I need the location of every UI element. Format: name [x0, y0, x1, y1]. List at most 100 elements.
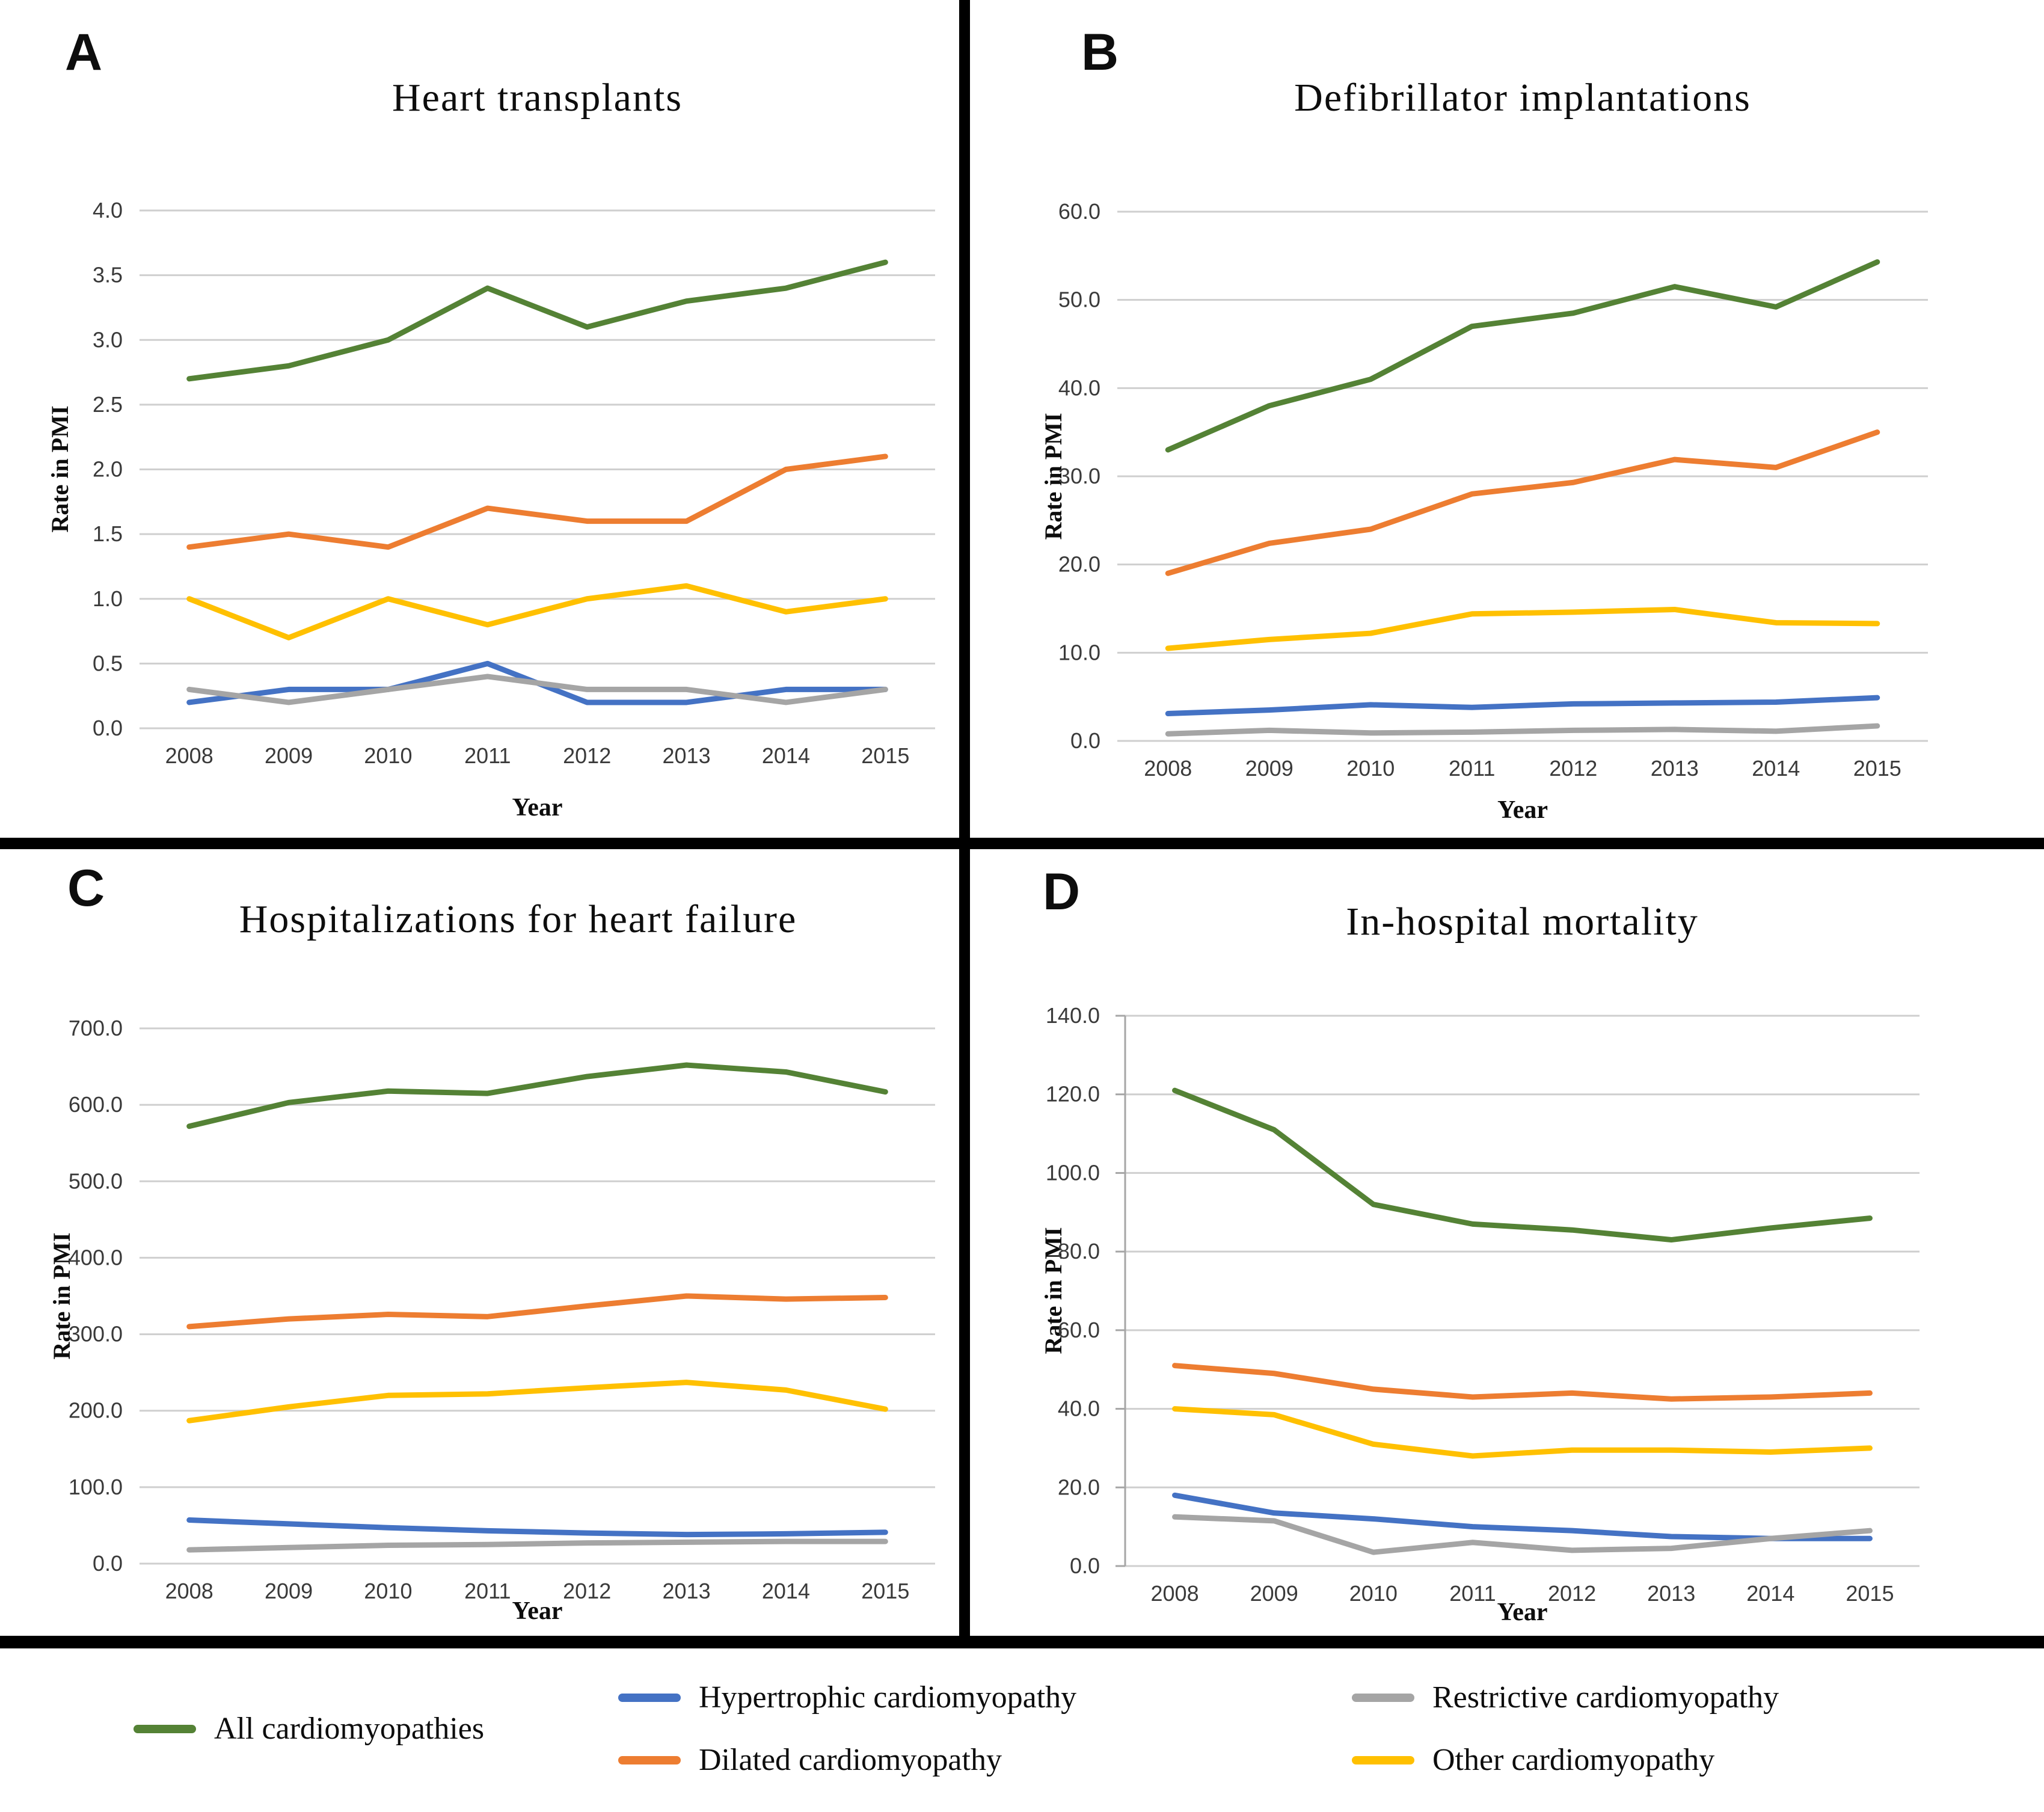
svg-text:2014: 2014 — [1752, 756, 1800, 781]
horizontal-divider — [0, 838, 2044, 849]
svg-text:2011: 2011 — [1449, 756, 1495, 781]
in-hospital-mortality-line-chart: 0.0 20.0 40.0 60.0 80.0 100.0 120.0 140.0 2008 20… — [1046, 1003, 1920, 1606]
svg-text:2010: 2010 — [1349, 1581, 1398, 1606]
legend-label: Dilated cardiomyopathy — [699, 1743, 1002, 1777]
panel-letter-d: D — [1043, 863, 1081, 921]
svg-text:2015: 2015 — [1846, 1581, 1894, 1606]
svg-text:2013: 2013 — [663, 743, 711, 768]
legend: All cardiomyopathies Hypertrophic cardio… — [0, 1648, 2044, 1812]
panel-b-x-axis-label: Year — [1497, 796, 1548, 824]
panel-b-title: Defibrillator implantations — [1294, 76, 1751, 120]
legend-item-restrictive-cardiomyopathy: Restrictive cardiomyopathy — [1352, 1680, 1779, 1715]
svg-text:2014: 2014 — [1746, 1581, 1794, 1606]
svg-text:0.0: 0.0 — [93, 716, 123, 740]
svg-text:2011: 2011 — [1449, 1581, 1496, 1606]
defibrillator-implantations-line-chart: 0.0 10.0 20.0 30.0 40.0 50.0 60.0 2008 2009 2010 2… — [1058, 199, 1928, 781]
svg-text:700.0: 700.0 — [69, 1016, 123, 1040]
hypertrophic-cardiomyopathy-swatch — [618, 1693, 681, 1702]
panel-c-x-axis-label: Year — [512, 1597, 563, 1625]
svg-text:20.0: 20.0 — [1058, 552, 1100, 577]
svg-text:30.0: 30.0 — [1058, 464, 1100, 488]
svg-text:2014: 2014 — [762, 743, 810, 768]
vertical-divider — [959, 0, 970, 1648]
panel-c-title: Hospitalizations for heart failure — [239, 897, 797, 941]
panel-letter-c: C — [67, 859, 105, 917]
panel-c-hospitalizations-heart-failure: C Hospitalizations for heart failure Rat… — [0, 849, 960, 1637]
svg-text:2008: 2008 — [165, 743, 213, 768]
svg-text:4.0: 4.0 — [93, 198, 123, 223]
svg-text:2012: 2012 — [563, 1579, 611, 1603]
svg-text:0.5: 0.5 — [93, 651, 123, 675]
panel-a-x-axis-label: Year — [512, 794, 563, 822]
svg-text:3.5: 3.5 — [93, 263, 123, 287]
legend-label: All cardiomyopathies — [214, 1712, 485, 1746]
svg-text:2008: 2008 — [165, 1579, 213, 1603]
svg-text:1.0: 1.0 — [93, 586, 123, 611]
svg-text:2015: 2015 — [861, 743, 909, 768]
heart-transplants-line-chart: 0.0 0.5 1.0 1.5 2.0 2.5 3.0 3.5 4.0 2008 2009 2010 2… — [93, 198, 935, 768]
svg-text:2010: 2010 — [364, 1579, 412, 1603]
svg-text:1.5: 1.5 — [93, 521, 123, 546]
restrictive-cardiomyopathy-swatch — [1352, 1693, 1414, 1702]
legend-item-other-cardiomyopathy: Other cardiomyopathy — [1352, 1743, 1714, 1777]
svg-text:300.0: 300.0 — [69, 1322, 123, 1347]
svg-text:2015: 2015 — [861, 1579, 909, 1603]
svg-text:2009: 2009 — [1245, 756, 1294, 781]
panel-b-defibrillator-implantations: B Defibrillator implantations Rate in PM… — [971, 0, 2044, 838]
svg-text:40.0: 40.0 — [1058, 375, 1100, 400]
svg-text:2008: 2008 — [1151, 1581, 1199, 1606]
svg-text:60.0: 60.0 — [1058, 199, 1100, 224]
svg-text:60.0: 60.0 — [1058, 1318, 1100, 1342]
svg-text:2014: 2014 — [762, 1579, 810, 1603]
all-cardiomyopathies-swatch — [134, 1724, 196, 1733]
panel-d-x-axis-label: Year — [1497, 1599, 1548, 1626]
svg-text:2010: 2010 — [364, 743, 412, 768]
panel-letter-a: A — [65, 23, 103, 81]
svg-text:100.0: 100.0 — [69, 1475, 123, 1499]
panel-a-title: Heart transplants — [391, 76, 683, 120]
svg-text:0.0: 0.0 — [1070, 728, 1100, 753]
svg-text:2012: 2012 — [1548, 1581, 1596, 1606]
svg-text:0.0: 0.0 — [93, 1551, 123, 1576]
svg-text:2011: 2011 — [464, 1579, 511, 1603]
svg-text:20.0: 20.0 — [1058, 1475, 1100, 1499]
svg-text:2008: 2008 — [1144, 756, 1192, 781]
hospitalizations-line-chart: 0.0 100.0 200.0 300.0 400.0 500.0 600.0 700.0 20… — [69, 1016, 935, 1603]
svg-text:2009: 2009 — [1250, 1581, 1298, 1606]
svg-text:3.0: 3.0 — [93, 327, 123, 352]
svg-text:600.0: 600.0 — [69, 1092, 123, 1117]
svg-text:2.0: 2.0 — [93, 457, 123, 482]
legend-item-hypertrophic-cardiomyopathy: Hypertrophic cardiomyopathy — [618, 1680, 1076, 1715]
panel-a-heart-transplants: A Heart transplants Rate in PMI 0.0 0.5 1.… — [0, 0, 960, 838]
panel-letter-b: B — [1081, 23, 1119, 81]
svg-text:2012: 2012 — [563, 743, 611, 768]
svg-text:2013: 2013 — [1647, 1581, 1695, 1606]
svg-text:10.0: 10.0 — [1058, 640, 1100, 665]
svg-text:120.0: 120.0 — [1046, 1082, 1100, 1107]
legend-label: Restrictive cardiomyopathy — [1432, 1680, 1779, 1715]
svg-text:2011: 2011 — [464, 743, 511, 768]
svg-text:100.0: 100.0 — [1046, 1160, 1100, 1185]
svg-text:140.0: 140.0 — [1046, 1003, 1100, 1028]
svg-text:2009: 2009 — [265, 743, 313, 768]
panel-d-in-hospital-mortality: D In-hospital mortality Rate in PMI 0.0 2… — [971, 849, 2044, 1637]
svg-text:80.0: 80.0 — [1058, 1239, 1100, 1264]
legend-separator-bar — [0, 1636, 2044, 1648]
svg-text:2013: 2013 — [663, 1579, 711, 1603]
svg-text:2.5: 2.5 — [93, 392, 123, 417]
svg-text:2013: 2013 — [1651, 756, 1699, 781]
legend-label: Hypertrophic cardiomyopathy — [699, 1680, 1077, 1715]
svg-text:40.0: 40.0 — [1058, 1396, 1100, 1421]
svg-text:0.0: 0.0 — [1070, 1553, 1100, 1578]
svg-text:2009: 2009 — [265, 1579, 313, 1603]
svg-text:2012: 2012 — [1549, 756, 1597, 781]
svg-text:500.0: 500.0 — [69, 1169, 123, 1193]
panel-d-title: In-hospital mortality — [1346, 900, 1699, 944]
svg-text:200.0: 200.0 — [69, 1398, 123, 1423]
svg-text:2010: 2010 — [1346, 756, 1395, 781]
other-cardiomyopathy-swatch — [1352, 1755, 1414, 1764]
svg-text:400.0: 400.0 — [69, 1245, 123, 1270]
dilated-cardiomyopathy-swatch — [618, 1755, 681, 1764]
legend-label: Other cardiomyopathy — [1432, 1743, 1715, 1777]
